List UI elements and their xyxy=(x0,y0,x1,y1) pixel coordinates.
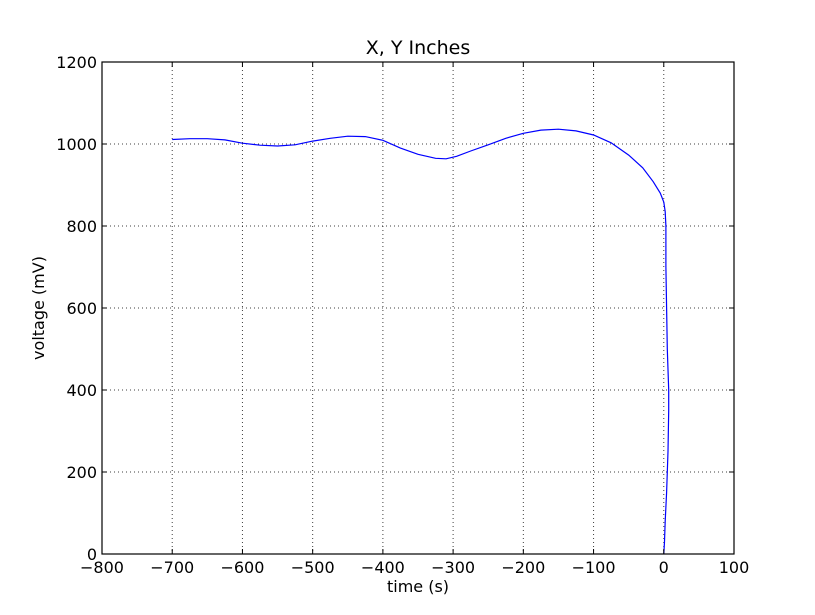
x-tick-label: −100 xyxy=(572,558,616,577)
series-layer xyxy=(172,128,670,555)
x-tick-labels: −800 −700 −600 −500 −400 −300 −200 −100 0 100 xyxy=(80,558,749,577)
x-tick-label: −600 xyxy=(220,558,264,577)
x-tick-label: −500 xyxy=(291,558,335,577)
x-tick-label: −400 xyxy=(361,558,405,577)
x-axis-label: time (s) xyxy=(387,577,449,596)
y-tick-label: 1000 xyxy=(56,135,97,154)
y-tick-labels: 0 200 400 600 800 1000 1200 xyxy=(56,53,97,564)
y-tick-label: 1200 xyxy=(56,53,97,72)
y-tick-label: 400 xyxy=(66,381,97,400)
axis-ticks xyxy=(101,61,735,555)
series-line xyxy=(172,128,670,555)
x-tick-label: −300 xyxy=(431,558,475,577)
x-tick-label: 100 xyxy=(719,558,750,577)
y-axis-label: voltage (mV) xyxy=(29,256,48,360)
y-tick-label: 0 xyxy=(87,545,97,564)
x-tick-label: −700 xyxy=(150,558,194,577)
y-tick-label: 200 xyxy=(66,463,97,482)
chart-title: X, Y Inches xyxy=(366,37,470,59)
grid-lines xyxy=(102,62,734,554)
y-tick-label: 600 xyxy=(66,299,97,318)
x-tick-label: −800 xyxy=(80,558,124,577)
x-tick-label: 0 xyxy=(659,558,669,577)
y-tick-label: 800 xyxy=(66,217,97,236)
x-tick-label: −200 xyxy=(501,558,545,577)
